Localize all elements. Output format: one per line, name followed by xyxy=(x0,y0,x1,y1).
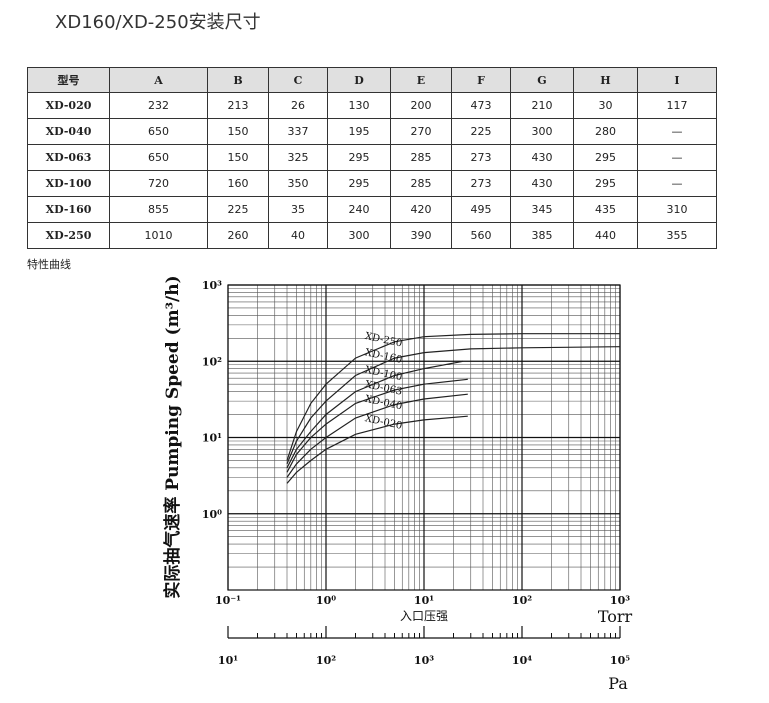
table-cell: 35 xyxy=(268,196,328,223)
pa-tick-label: 10³ xyxy=(414,654,434,667)
y-axis-title: 实际抽气速率 Pumping Speed (m³/h) xyxy=(162,275,183,598)
dimension-table: 型号 A B C D E F G H I XD-020 232 213 26 130 200 473 210 30… xyxy=(27,67,717,249)
y-tick-label: 10² xyxy=(202,355,222,368)
table-cell: 30 xyxy=(573,92,638,119)
column-header: C xyxy=(268,67,328,93)
pa-tick-label: 10¹ xyxy=(218,654,238,667)
table-cell: 295 xyxy=(327,170,391,197)
table-cell: 150 xyxy=(207,144,269,171)
table-cell: 385 xyxy=(510,222,574,249)
pa-tick-label: 10⁵ xyxy=(610,654,630,667)
table-cell: 295 xyxy=(573,170,638,197)
table-cell: 260 xyxy=(207,222,269,249)
table-cell: 435 xyxy=(573,196,638,223)
table-cell: 270 xyxy=(390,118,452,145)
table-cell: 285 xyxy=(390,144,452,171)
speed-curve xyxy=(286,346,621,465)
table-cell: 430 xyxy=(510,144,574,171)
table-cell: XD-250 xyxy=(27,222,110,249)
table-cell: 200 xyxy=(390,92,452,119)
table-cell: 240 xyxy=(327,196,391,223)
table-cell: 40 xyxy=(268,222,328,249)
x-tick-label: 10⁻¹ xyxy=(215,594,241,607)
table-row: XD-250 1010 260 40 300 390 560 385 440 355 xyxy=(27,222,717,249)
table-cell: 280 xyxy=(573,118,638,145)
table-cell: 440 xyxy=(573,222,638,249)
y-tick-label: 10¹ xyxy=(202,432,222,445)
column-header: A xyxy=(109,67,208,93)
speed-curve xyxy=(286,333,620,461)
table-row: XD-020 232 213 26 130 200 473 210 30 117 xyxy=(27,92,717,119)
table-cell: 355 xyxy=(637,222,717,249)
x-axis-title: 入口压强 xyxy=(400,609,448,623)
table-cell: — xyxy=(637,118,717,145)
table-cell: XD-020 xyxy=(27,92,110,119)
table-cell: XD-100 xyxy=(27,170,110,197)
speed-curve xyxy=(286,360,464,469)
page-title: XD160/XD-250安装尺寸 xyxy=(55,12,261,33)
pa-unit: Pa xyxy=(608,674,628,693)
pa-tick-label: 10² xyxy=(316,654,336,667)
x-unit: Torr xyxy=(598,607,633,626)
column-header: I xyxy=(637,67,717,93)
table-cell: — xyxy=(637,170,717,197)
table-cell: 213 xyxy=(207,92,269,119)
table-cell: 473 xyxy=(451,92,511,119)
speed-curve xyxy=(286,415,468,484)
table-cell: 650 xyxy=(109,118,208,145)
speed-curve xyxy=(286,393,468,478)
y-tick-label: 10³ xyxy=(202,279,222,292)
table-cell: 350 xyxy=(268,170,328,197)
pa-tick-label: 10⁴ xyxy=(512,654,532,667)
column-header: D xyxy=(327,67,391,93)
table-cell: XD-063 xyxy=(27,144,110,171)
table-cell: 300 xyxy=(510,118,574,145)
x-tick-label: 10⁰ xyxy=(316,594,336,607)
table-cell: 225 xyxy=(207,196,269,223)
x-tick-label: 10³ xyxy=(610,594,630,607)
table-row: XD-040 650 150 337 195 270 225 300 280— xyxy=(27,118,717,145)
speed-curve xyxy=(286,378,468,473)
x-tick-label: 10¹ xyxy=(414,594,434,607)
caption: 特性曲线 xyxy=(27,258,71,271)
curve-label: XD-020 xyxy=(364,413,403,432)
table-cell: 273 xyxy=(451,144,511,171)
column-header: F xyxy=(451,67,511,93)
table-cell: 390 xyxy=(390,222,452,249)
table-cell: 720 xyxy=(109,170,208,197)
x-tick-label: 10² xyxy=(512,594,532,607)
table-row: XD-100 720 160 350 295 285 273 430 295— xyxy=(27,170,717,197)
header-row: 型号 A B C D E F G H I xyxy=(27,67,717,93)
y-tick-label: 10⁰ xyxy=(202,508,222,521)
table-cell: 310 xyxy=(637,196,717,223)
table-cell: 273 xyxy=(451,170,511,197)
